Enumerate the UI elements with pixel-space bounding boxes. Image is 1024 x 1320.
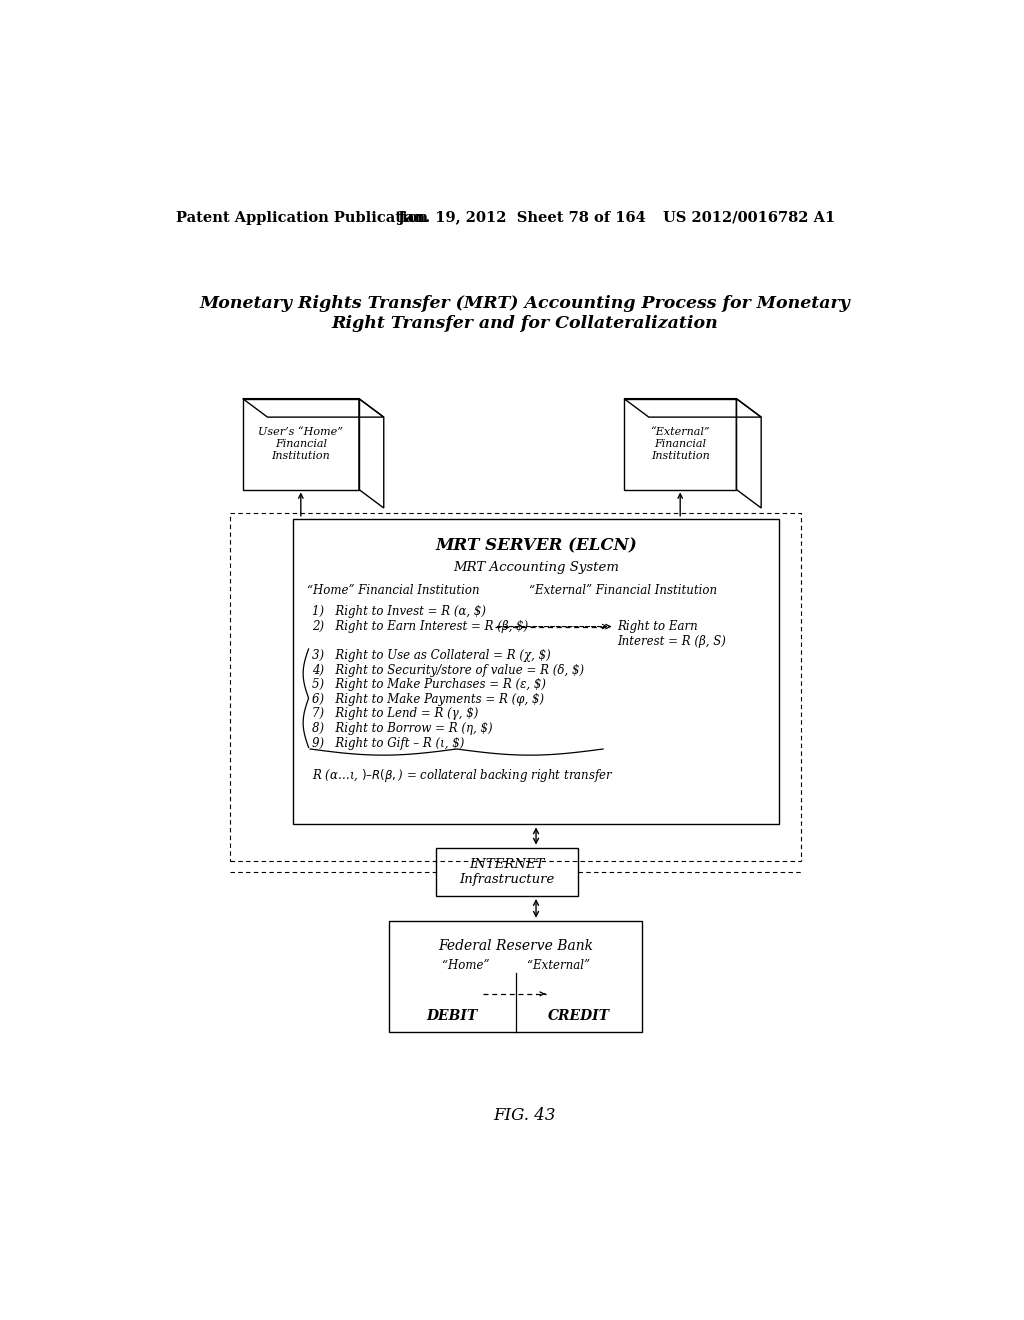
Text: FIG. 43: FIG. 43 bbox=[494, 1107, 556, 1125]
Text: 8)   Right to Borrow = R (η, $): 8) Right to Borrow = R (η, $) bbox=[312, 722, 494, 735]
Text: CREDIT: CREDIT bbox=[548, 1010, 609, 1023]
Text: Monetary Rights Transfer (MRT) Accounting Process for Monetary: Monetary Rights Transfer (MRT) Accountin… bbox=[200, 296, 850, 313]
Text: 1)   Right to Invest = R (α, $): 1) Right to Invest = R (α, $) bbox=[312, 605, 486, 618]
Text: INTERNET
Infrastructure: INTERNET Infrastructure bbox=[460, 858, 555, 886]
Text: Right to Earn
Interest = R (β, S): Right to Earn Interest = R (β, S) bbox=[617, 620, 726, 648]
Text: User’s “Home”
Financial
Institution: User’s “Home” Financial Institution bbox=[258, 428, 343, 461]
Text: US 2012/0016782 A1: US 2012/0016782 A1 bbox=[663, 211, 835, 224]
Text: “Home”          “External”: “Home” “External” bbox=[441, 960, 590, 973]
Text: Right Transfer and for Collateralization: Right Transfer and for Collateralization bbox=[332, 314, 718, 331]
Text: 3)   Right to Use as Collateral = R (χ, $): 3) Right to Use as Collateral = R (χ, $) bbox=[312, 649, 551, 661]
Text: 2)   Right to Earn Interest = R (β, $): 2) Right to Earn Interest = R (β, $) bbox=[312, 619, 528, 632]
Text: “External” Financial Institution: “External” Financial Institution bbox=[529, 585, 718, 597]
Text: MRT Accounting System: MRT Accounting System bbox=[453, 561, 620, 574]
Text: “Home” Financial Institution: “Home” Financial Institution bbox=[307, 585, 479, 597]
Text: MRT SERVER (ELCN): MRT SERVER (ELCN) bbox=[435, 537, 637, 554]
Bar bbox=[436, 847, 578, 896]
Bar bbox=[293, 519, 779, 825]
Text: Jan. 19, 2012  Sheet 78 of 164: Jan. 19, 2012 Sheet 78 of 164 bbox=[397, 211, 645, 224]
Text: 6)   Right to Make Payments = R (φ, $): 6) Right to Make Payments = R (φ, $) bbox=[312, 693, 545, 706]
Text: 9)   Right to Gift – R (ι, $): 9) Right to Gift – R (ι, $) bbox=[312, 737, 465, 750]
Text: 4)   Right to Security/store of value = R (δ, $): 4) Right to Security/store of value = R … bbox=[312, 664, 585, 677]
Text: “External”
Financial
Institution: “External” Financial Institution bbox=[650, 428, 710, 461]
Text: 5)   Right to Make Purchases = R (ε, $): 5) Right to Make Purchases = R (ε, $) bbox=[312, 678, 547, 692]
Text: Patent Application Publication: Patent Application Publication bbox=[176, 211, 428, 224]
Text: R (α…ι, $) – R (β, $) = collateral backing right transfer: R (α…ι, $) – R (β, $) = collateral backi… bbox=[312, 767, 614, 784]
Bar bbox=[230, 512, 801, 861]
Text: Federal Reserve Bank: Federal Reserve Bank bbox=[438, 940, 593, 953]
Text: DEBIT: DEBIT bbox=[427, 1010, 478, 1023]
Bar bbox=[389, 921, 642, 1032]
Text: 7)   Right to Lend = R (γ, $): 7) Right to Lend = R (γ, $) bbox=[312, 708, 479, 721]
